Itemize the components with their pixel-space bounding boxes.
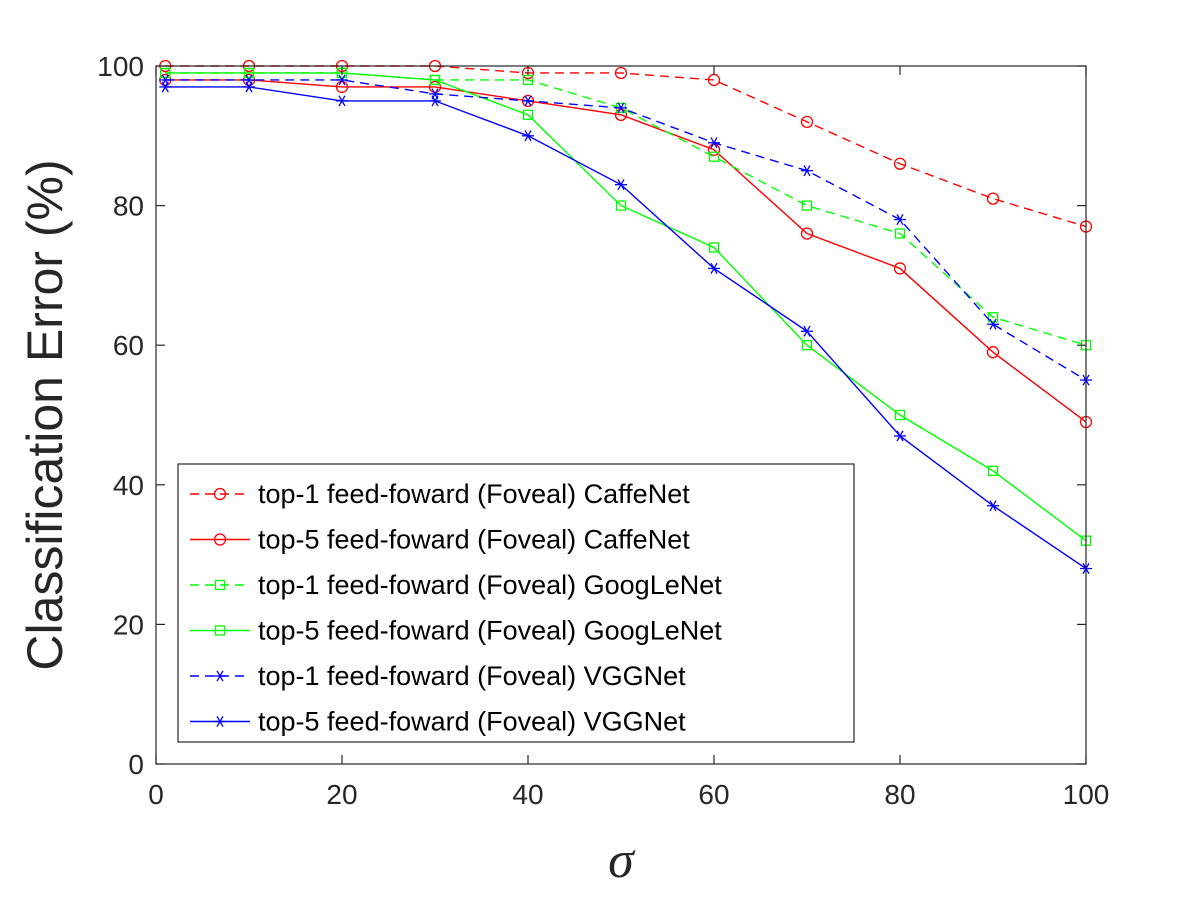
y-tick-label: 100: [97, 51, 144, 82]
legend-entry: top-1 feed-foward (Foveal) VGGNet: [190, 661, 686, 691]
legend-entry: top-1 feed-foward (Foveal) CaffeNet: [190, 479, 690, 509]
data-point: [800, 115, 814, 128]
data-point: [708, 137, 720, 149]
series-6: [159, 81, 1092, 575]
data-point: [522, 109, 534, 121]
data-point: [615, 200, 627, 211]
x-axis-label: σ: [608, 832, 636, 889]
data-point: [894, 228, 906, 239]
legend-label: top-5 feed-foward (Foveal) VGGNet: [258, 707, 686, 737]
data-point: [522, 95, 534, 107]
data-point: [987, 318, 999, 330]
legend-entry: top-5 feed-foward (Foveal) CaffeNet: [190, 525, 690, 555]
axes-layer: 0 20 40 60 80 100 0 20 40 60 80 100: [97, 51, 1109, 810]
data-point: [614, 66, 628, 80]
legend-label: top-5 feed-foward (Foveal) GoogLeNet: [258, 616, 722, 646]
legend-swatch-marker: [214, 625, 226, 636]
legend-label: top-1 feed-foward (Foveal) VGGNet: [258, 661, 686, 691]
data-point: [708, 242, 720, 253]
legend-label: top-1 feed-foward (Foveal) GoogLeNet: [258, 570, 722, 600]
legend: top-1 feed-foward (Foveal) CaffeNet top-5…: [177, 463, 855, 743]
y-tick-label: 20: [113, 609, 144, 640]
data-point: [801, 340, 813, 351]
data-point: [159, 81, 172, 93]
data-point: [243, 67, 255, 79]
data-point: [893, 262, 907, 275]
data-point: [894, 430, 906, 442]
y-axis-label: Classification Error (%): [17, 159, 73, 670]
data-point: [336, 95, 348, 107]
x-tick-label: 20: [326, 779, 357, 810]
data-point: [986, 346, 1000, 359]
series-line: [165, 65, 1087, 228]
legend-label: top-1 feed-foward (Foveal) CaffeNet: [258, 479, 690, 509]
legend-swatch-marker: [213, 487, 227, 501]
legend-swatch-marker: [214, 579, 226, 591]
data-point: [707, 143, 721, 156]
x-tick-label: 100: [1063, 779, 1110, 810]
data-point: [708, 262, 720, 274]
data-point: [336, 74, 348, 86]
data-point: [987, 312, 999, 323]
y-tick-label: 80: [113, 191, 144, 222]
data-point: [429, 95, 441, 107]
series-5: [159, 74, 1092, 386]
data-point: [428, 80, 442, 94]
data-point: [986, 192, 1000, 205]
data-point: [894, 409, 906, 421]
legend-entry: top-1 feed-foward (Foveal) GoogLeNet: [190, 570, 722, 600]
data-point: [800, 227, 814, 240]
data-point: [801, 325, 813, 337]
series-layer: [159, 59, 1093, 575]
legend-swatch-marker: [214, 670, 226, 682]
data-point: [614, 108, 628, 122]
data-point: [522, 74, 534, 86]
series-line: [165, 72, 1087, 542]
data-point: [801, 165, 813, 177]
y-tick-label: 0: [128, 749, 144, 780]
data-point: [243, 81, 255, 93]
legend-entry: top-5 feed-foward (Foveal) GoogLeNet: [190, 616, 722, 646]
data-point: [894, 214, 906, 226]
data-point: [987, 500, 999, 512]
data-point: [615, 102, 627, 114]
x-tick-label: 40: [512, 779, 543, 810]
y-tick-label: 40: [113, 470, 144, 501]
x-tick-label: 60: [698, 779, 729, 810]
data-point: [429, 74, 441, 86]
series-line: [165, 79, 1087, 423]
legend-entry: top-5 feed-foward (Foveal) VGGNet: [190, 707, 686, 737]
axes-box: [155, 65, 1087, 765]
legend-swatch-marker: [213, 533, 227, 546]
data-point: [708, 151, 720, 162]
legend-swatch-marker: [214, 715, 226, 728]
data-point: [801, 200, 813, 211]
y-tick-label: 60: [113, 330, 144, 361]
x-tick-label: 0: [148, 779, 164, 810]
data-point: [615, 179, 627, 191]
data-point: [522, 130, 534, 142]
data-point: [335, 80, 349, 94]
data-point: [987, 465, 999, 476]
data-point: [893, 157, 907, 170]
legend-box: [177, 463, 855, 743]
x-tick-label: 80: [884, 779, 915, 810]
data-point: [160, 67, 171, 79]
legend-label: top-5 feed-foward (Foveal) CaffeNet: [258, 525, 690, 555]
